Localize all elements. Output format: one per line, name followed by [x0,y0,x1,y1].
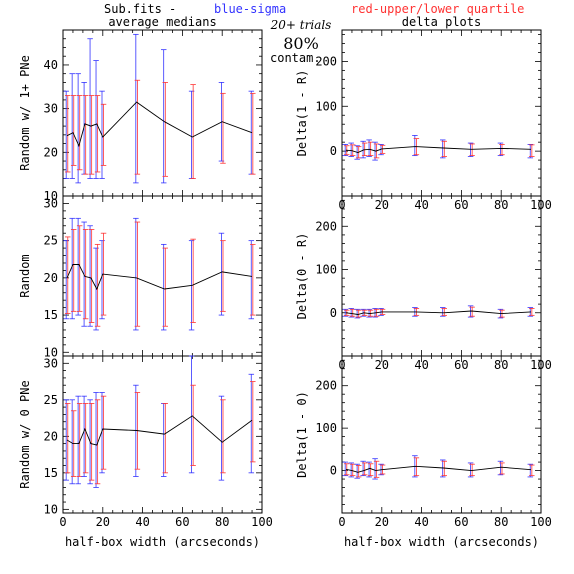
y-tick-label: 40 [44,58,58,72]
panel-title: average medians [108,15,216,29]
x-tick-label: 80 [494,515,508,529]
y-tick-label: 25 [44,393,58,407]
header-blue-sigma: blue-sigma [214,2,286,16]
median-line [66,264,253,291]
y-tick-label: 20 [44,271,58,285]
x-tick-label: 40 [414,515,428,529]
plot-frame [341,29,542,197]
y-tick-label: 25 [44,234,58,248]
y-tick-label: 15 [44,308,58,322]
y-tick-label: 30 [44,356,58,370]
plot-frame [341,195,542,357]
median-line [345,310,532,315]
x-tick-label: 20 [96,515,110,529]
x-tick-label: 80 [215,515,229,529]
x-tick-label: 20 [375,515,389,529]
x-tick-label: 0 [338,515,345,529]
y-tick-label: 100 [315,99,337,113]
y-tick-label: 30 [44,102,58,116]
x-axis-label: half-box width (arcseconds) [65,535,260,549]
annotations: 20+ trials 80% contam. [270,18,332,65]
y-tick-label: 20 [44,429,58,443]
x-tick-label: 40 [135,515,149,529]
y-axis-label: Delta(1 - 0) [295,391,309,478]
header: Sub.fits - blue-sigma red-upper/lower qu… [104,2,524,16]
y-tick-label: 10 [44,345,58,359]
y-axis-label: Delta(1 - R) [295,70,309,157]
y-tick-label: 100 [315,263,337,277]
plot-frame [62,195,263,357]
panels: 10 20 30 40 average medians Random w/ 1+ PNe 0… [18,15,552,549]
x-tick-label: 20 [375,198,389,212]
y-tick-label: 200 [315,379,337,393]
x-tick-label: 60 [454,358,468,372]
x-tick-label: 20 [375,358,389,372]
x-tick-label: 40 [414,198,428,212]
median-line [345,465,532,473]
x-tick-label: 40 [414,358,428,372]
x-tick-label: 0 [59,515,66,529]
y-tick-label: 0 [330,464,337,478]
y-axis-label: Random w/ 1+ PNe [18,55,32,171]
x-tick-label: 60 [175,515,189,529]
x-axis-label: half-box width (arcseconds) [344,535,539,549]
y-tick-label: 200 [315,219,337,233]
y-axis-label: Random [18,254,32,297]
panel-p11: 10 20 30 40 average medians Random w/ 1+ PNe [18,15,263,203]
median-line [66,415,253,446]
y-tick-label: 100 [315,421,337,435]
y-tick-label: 30 [44,196,58,210]
y-tick-label: 10 [44,189,58,203]
y-tick-label: 0 [330,306,337,320]
y-tick-label: 200 [315,54,337,68]
x-tick-label: 80 [494,358,508,372]
panel-p21: 10 15 20 25 30 Random [18,195,263,359]
x-tick-label: 100 [530,515,552,529]
header-prefix: Sub.fits - [104,2,176,16]
y-axis-label: Random w/ 0 PNe [18,380,32,488]
panel-title: delta plots [402,15,481,29]
annotation-contam: contam. [270,51,321,65]
header-red-quartile: red-upper/lower quartile [351,2,524,16]
x-tick-label: 100 [251,515,273,529]
panel-p32: 0 20 40 60 80 100 0 100 200 Delta(1 - 0) half-box … [295,355,552,549]
median-line [66,101,253,148]
y-tick-label: 20 [44,145,58,159]
plot-frame [62,29,263,197]
y-axis-label: Delta(0 - R) [295,233,309,320]
annotation-percent: 80% [283,34,319,53]
annotation-trials: 20+ trials [270,18,332,32]
x-tick-label: 60 [454,198,468,212]
y-tick-label: 15 [44,466,58,480]
plot-frame [341,355,542,514]
x-tick-label: 60 [454,515,468,529]
median-line [345,146,532,153]
x-tick-label: 80 [494,198,508,212]
y-tick-label: 0 [330,144,337,158]
y-tick-label: 10 [44,502,58,516]
panel-p31: 0 20 40 60 80 100 10 15 20 25 30 Random w/ 0 PNe hal… [18,355,273,549]
